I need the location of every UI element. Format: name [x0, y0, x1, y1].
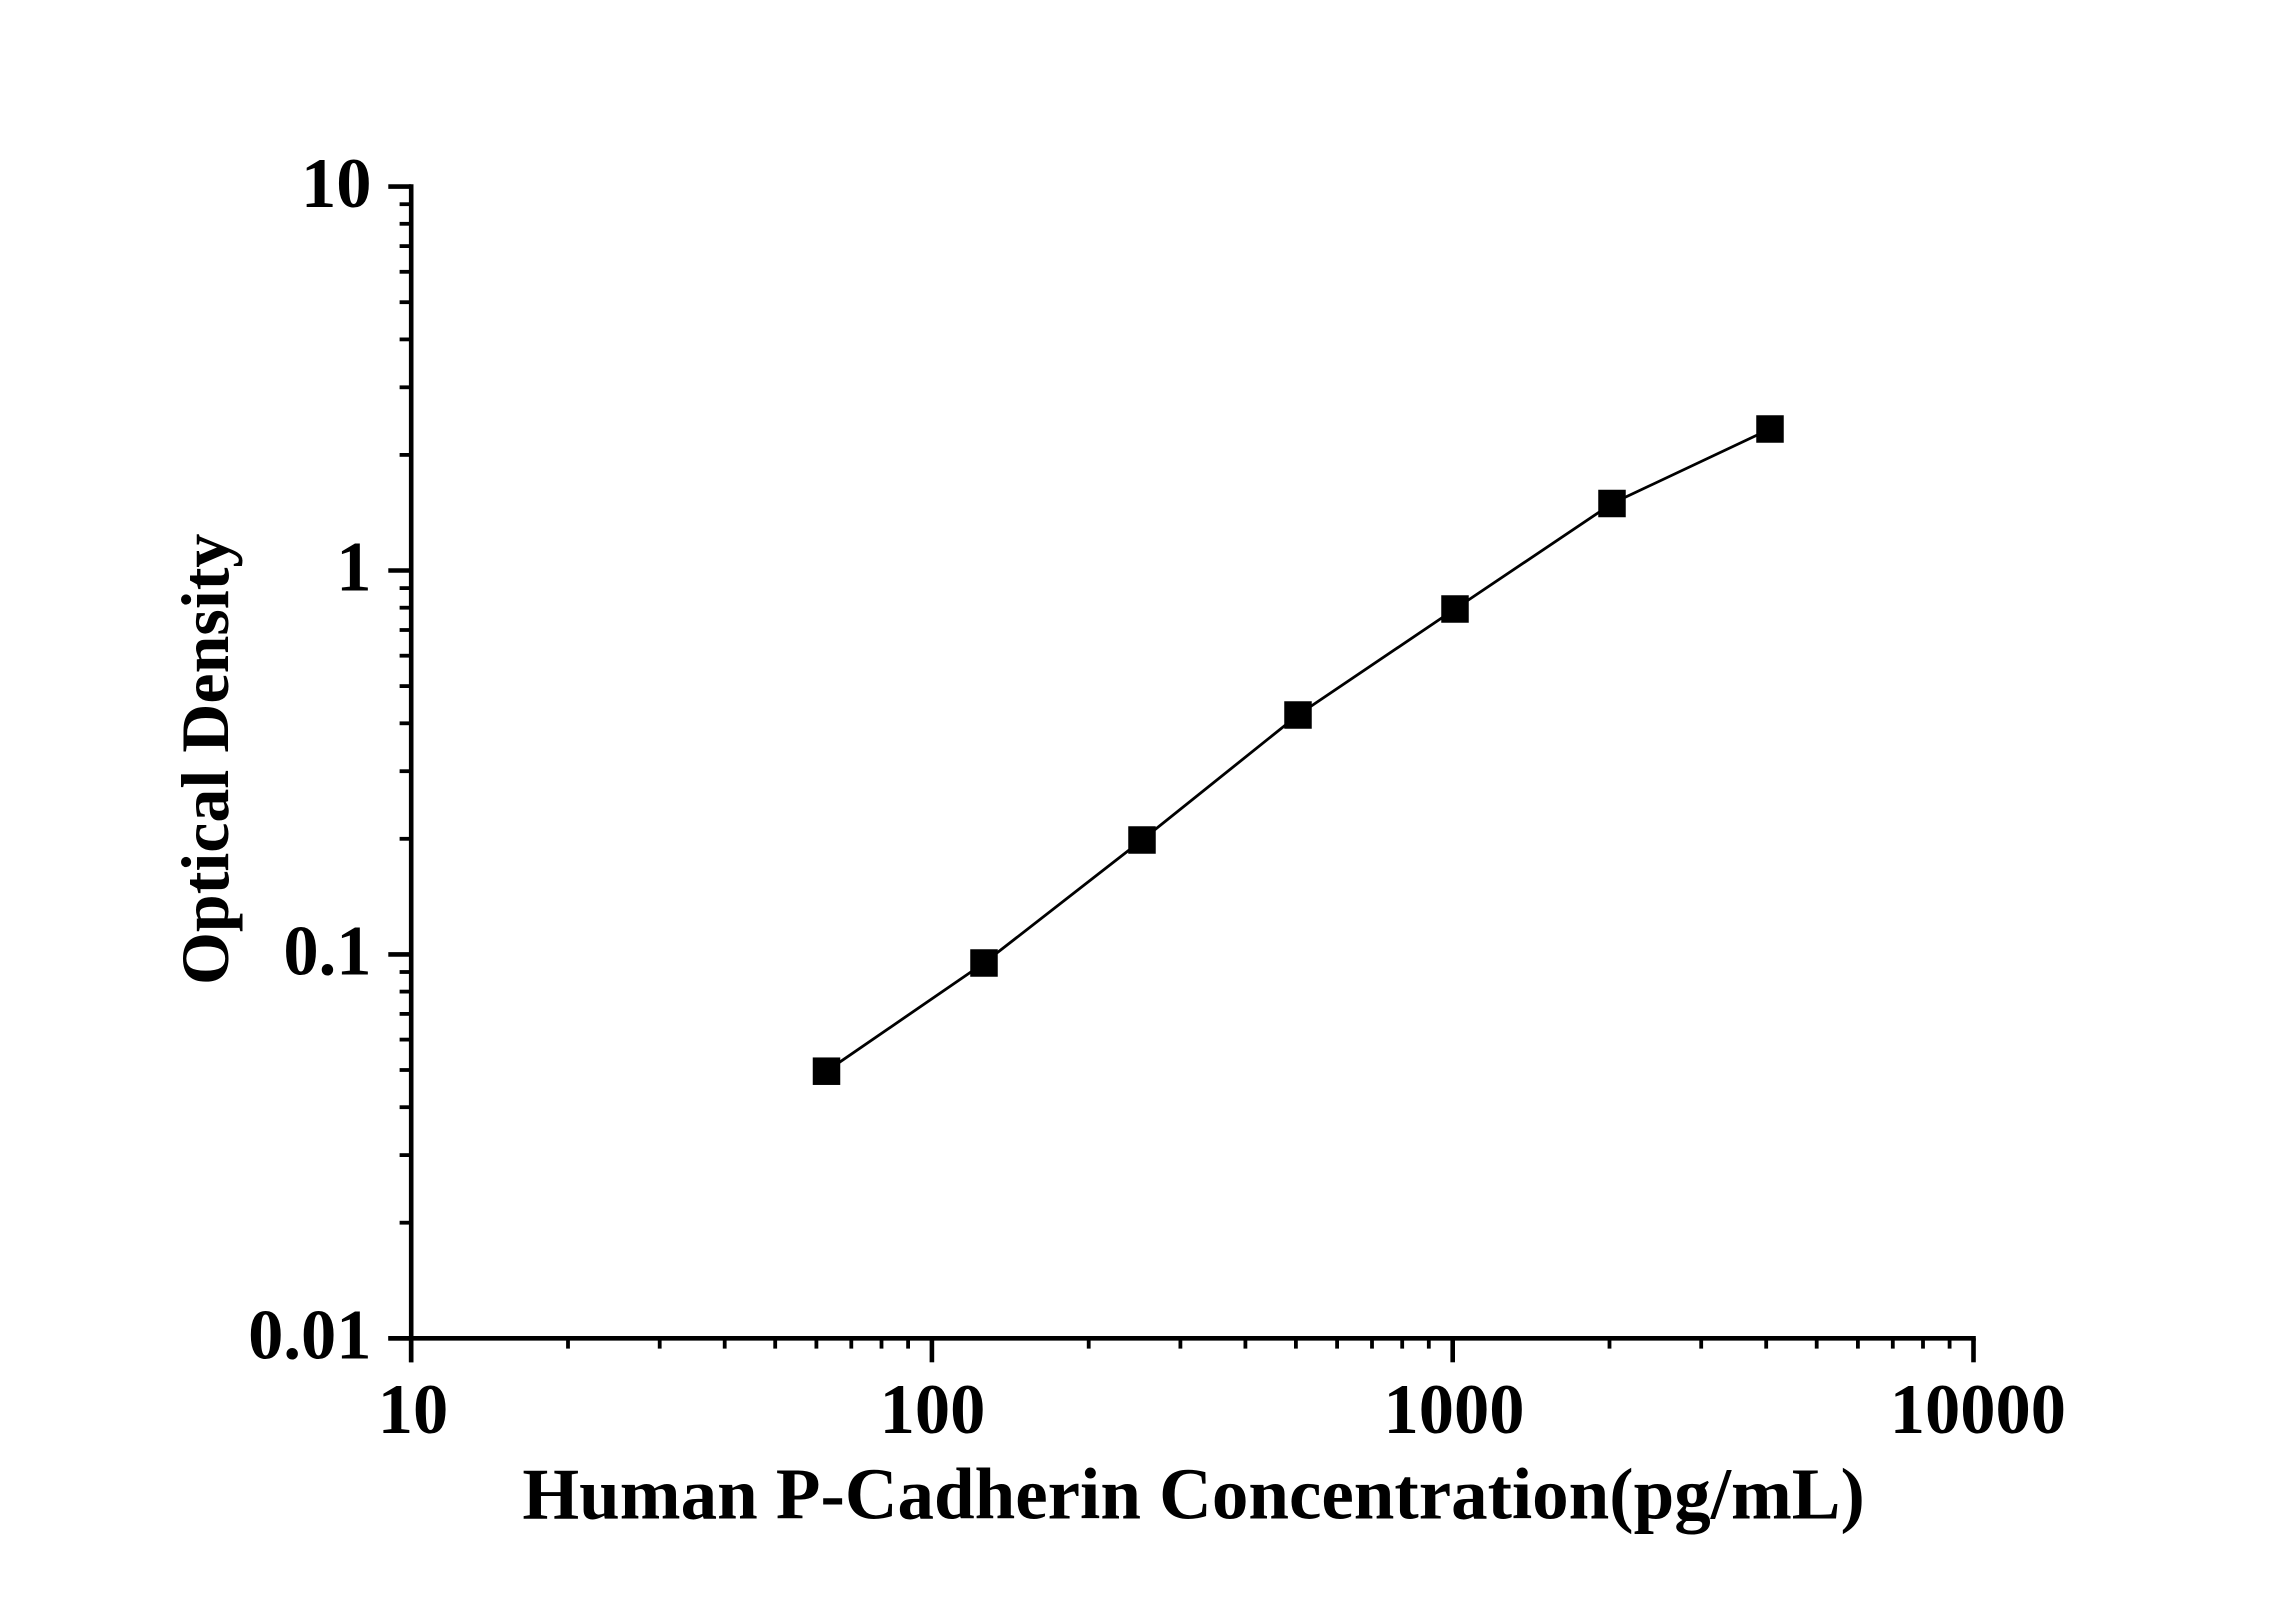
svg-text:0.01: 0.01 [248, 1297, 371, 1375]
svg-text:10: 10 [378, 1371, 449, 1449]
svg-text:10000: 10000 [1890, 1371, 2066, 1449]
svg-text:1000: 1000 [1384, 1371, 1525, 1449]
svg-text:1: 1 [336, 529, 371, 607]
svg-text:Optical Density: Optical Density [167, 534, 243, 985]
svg-text:Human P-Cadherin Concentration: Human P-Cadherin Concentration(pg/mL) [522, 1453, 1864, 1534]
svg-text:10: 10 [301, 145, 372, 223]
svg-text:100: 100 [880, 1371, 986, 1449]
svg-text:0.1: 0.1 [283, 913, 371, 991]
